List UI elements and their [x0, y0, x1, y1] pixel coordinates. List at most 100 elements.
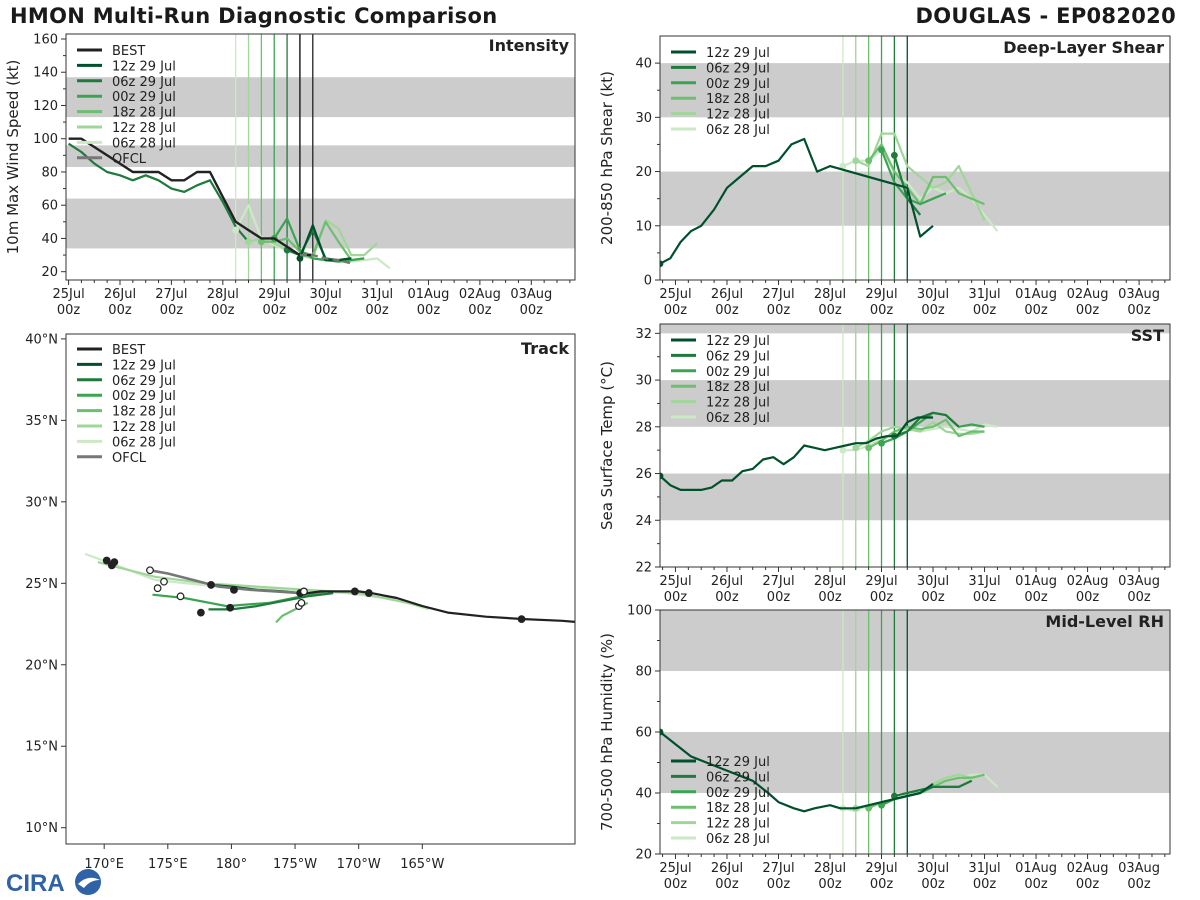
- sst-run-line: [660, 416, 933, 491]
- shear-xtick-label-line: 00z: [870, 303, 894, 318]
- intensity-xtick-label: 25Jul 00z: [52, 287, 84, 318]
- shear-frame: [659, 35, 1171, 281]
- shear-run-start-dot: [660, 260, 664, 268]
- shear-legend-label: 00z 29 Jul: [706, 77, 770, 92]
- logo-swirl: [78, 877, 100, 888]
- intensity-ytick-label: 40: [41, 232, 58, 247]
- sst-xtick-label-line: 29Jul: [865, 574, 897, 589]
- track-xtick-label: 180°: [216, 857, 247, 872]
- track-best-dot: [517, 615, 526, 624]
- intensity-xtick-label-line: 29Jul: [258, 287, 290, 302]
- rh-xtick-label: 26Jul 00z: [711, 861, 743, 892]
- track-legend-label: 00z 29 Jul: [112, 389, 176, 404]
- intensity-title: Intensity: [489, 36, 570, 55]
- track-best-dot: [350, 587, 359, 596]
- intensity-legend-label: 12z 29 Jul: [112, 59, 176, 74]
- track-series-group: [84, 552, 575, 624]
- intensity-xtick-label: 03Aug 00z: [510, 287, 552, 318]
- shear-xtick-label-line: 00z: [1024, 303, 1048, 318]
- rh-legend-label: 00z 29 Jul: [706, 786, 770, 801]
- shear-run-line: [880, 149, 947, 206]
- sst-xtick-label-line: 00z: [921, 590, 945, 605]
- sst-series-group: [660, 411, 998, 491]
- intensity-ytick-label: 20: [41, 265, 58, 280]
- sst-xtick-label-line: 00z: [1024, 590, 1048, 605]
- track-open-dot: [146, 566, 154, 575]
- rh-ytick-label: 60: [635, 726, 652, 741]
- intensity-xtick-label-line: 00z: [417, 303, 441, 318]
- sst-xtick-label-line: 02Aug: [1067, 574, 1109, 589]
- shear-xtick-label-line: 29Jul: [865, 287, 897, 302]
- rh-ytick-label: 80: [635, 665, 652, 680]
- intensity-xtick-label-line: 00z: [108, 303, 132, 318]
- sst-ytick-label: 30: [635, 374, 652, 389]
- shear-xtick-label: 27Jul 00z: [762, 287, 794, 318]
- intensity-xtick-label: 01Aug 00z: [408, 287, 450, 318]
- intensity-xtick-label: 28Jul 00z: [207, 287, 239, 318]
- sst-xtick-label-line: 25Jul: [659, 574, 691, 589]
- track-best-dot: [364, 589, 373, 597]
- track-ytick-label: 35°N: [25, 414, 58, 429]
- intensity-xtick-label: 27Jul 00z: [155, 287, 187, 318]
- rh-series-group: [660, 728, 999, 813]
- track-panel: 10°N 15°N 20°N 25°N 30°N 35°N 40°N 170°E 175°E 18…: [25, 332, 576, 872]
- rh-legend-label: 12z 28 Jul: [706, 817, 770, 832]
- shear-xtick-label-line: 00z: [715, 303, 739, 318]
- track-xtick-label: 175°W: [273, 857, 317, 872]
- rh-legend-label: 06z 29 Jul: [706, 770, 770, 785]
- intensity-band: [66, 77, 575, 118]
- rh-xtick-label: 03Aug 00z: [1118, 861, 1160, 892]
- sst-title: SST: [1131, 326, 1164, 345]
- rh-xtick-label: 30Jul 00z: [917, 861, 949, 892]
- sst-run-start-dot: [878, 439, 885, 447]
- sst-xtick-label-line: 03Aug: [1118, 574, 1160, 589]
- sst-run-start-dot: [852, 444, 860, 452]
- intensity-legend-label: OFCL: [112, 152, 147, 167]
- rh-xtick-label-line: 00z: [1127, 877, 1151, 892]
- intensity-ytick-label: 80: [41, 165, 58, 180]
- track-ytick-label: 30°N: [25, 495, 58, 510]
- shear-xtick-label: 30Jul 00z: [917, 287, 949, 318]
- rh-run-line: [894, 779, 973, 798]
- track-open-dot: [153, 584, 162, 593]
- sst-xtick-label-line: 00z: [870, 590, 894, 605]
- rh-run-start-dot: [660, 728, 664, 736]
- shear-ytick-label: 40: [635, 57, 652, 72]
- track-open-dot: [160, 577, 168, 586]
- rh-xtick-label-line: 26Jul: [711, 861, 743, 876]
- intensity-xtick-label: 02Aug 00z: [459, 287, 501, 318]
- track-run-line: [97, 561, 423, 608]
- rh-xtick-label-line: 27Jul: [762, 861, 794, 876]
- track-run-dot: [107, 561, 116, 570]
- intensity-xtick-label-line: 30Jul: [310, 287, 342, 302]
- rh-xtick-label: 28Jul 00z: [814, 861, 846, 892]
- shear-xtick-label: 01Aug 00z: [1015, 287, 1057, 318]
- sst-xtick-label: 31Jul 00z: [968, 574, 1000, 605]
- intensity-legend-label: 00z 29 Jul: [112, 90, 176, 105]
- shear-legend-label: 06z 28 Jul: [706, 123, 770, 138]
- intensity-legend-label: 06z 28 Jul: [112, 136, 176, 151]
- rh-xtick-label: 25Jul 00z: [659, 861, 691, 892]
- track-run-dot: [226, 603, 235, 612]
- sst-band: [660, 324, 1170, 334]
- sst-ylabel: Sea Surface Temp (°C): [598, 361, 616, 530]
- sst-xtick-label-line: 00z: [1127, 590, 1151, 605]
- intensity-xtick-label-line: 00z: [520, 303, 544, 318]
- rh-ylabel: 700-500 hPa Humidity (%): [598, 633, 616, 831]
- track-run-dot: [196, 608, 205, 617]
- shear-xtick-label-line: 03Aug: [1118, 287, 1160, 302]
- shear-xtick-label: 26Jul 00z: [711, 287, 743, 318]
- intensity-legend-label: 18z 28 Jul: [112, 106, 176, 121]
- sst-band: [660, 473, 1170, 521]
- shear-run-start-dot: [890, 151, 898, 159]
- sst-xtick-label-line: 00z: [767, 590, 791, 605]
- intensity-run-line: [298, 224, 352, 262]
- intensity-xtick-label-line: 26Jul: [104, 287, 136, 302]
- intensity-xtick-label-line: 00z: [211, 303, 235, 318]
- intensity-xtick-label-line: 28Jul: [207, 287, 239, 302]
- sst-xtick-label: 03Aug 00z: [1118, 574, 1160, 605]
- intensity-run-line: [273, 217, 365, 263]
- sst-run-line: [894, 411, 960, 438]
